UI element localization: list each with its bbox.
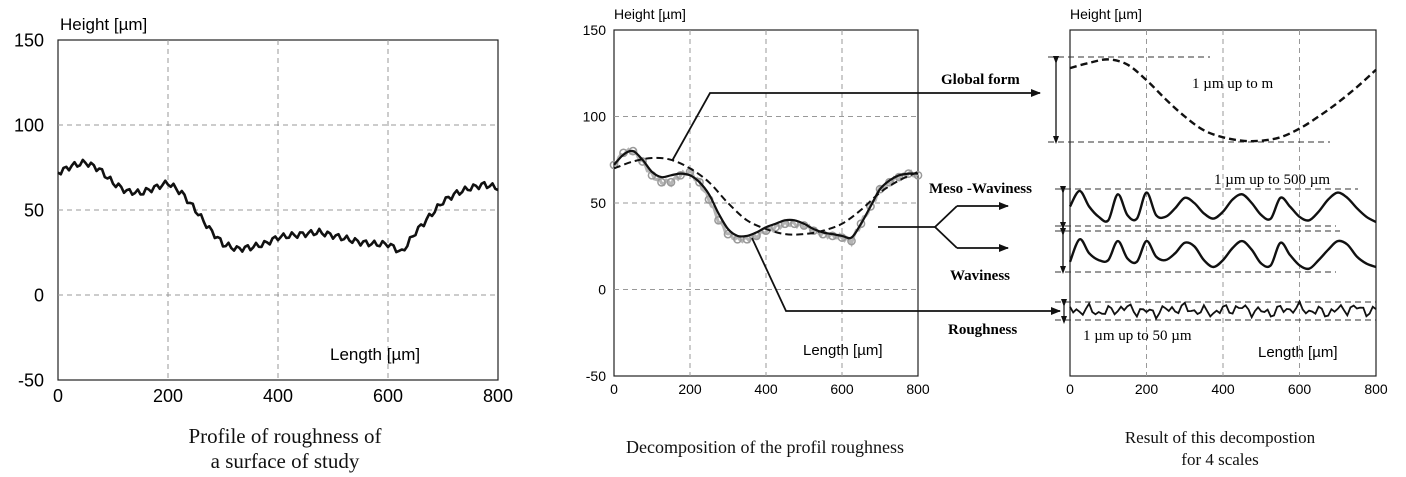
raw-profile-marker [657, 177, 666, 187]
x-tick-label: 200 [1135, 381, 1159, 397]
p3-y-axis-label: Height [µm] [1070, 6, 1142, 22]
label-global-form: Global form [941, 72, 1020, 88]
waviness-curve [1068, 238, 1377, 271]
x-tick-label: 600 [830, 381, 854, 397]
raw-profile-marker [676, 170, 685, 180]
caption-panel-3-line-1: Result of this decompostion [1124, 428, 1316, 447]
arrow-global-form [671, 89, 1041, 162]
x-tick-label: 400 [754, 381, 778, 397]
y-tick-label: 100 [14, 115, 44, 135]
y-tick-label: 150 [14, 30, 44, 50]
x-tick-label: 600 [373, 386, 403, 406]
caption-panel-2: Decomposition of the profil roughness [560, 436, 970, 458]
caption-panel-3: Result of this decompostion for 4 scales [1060, 427, 1380, 471]
x-tick-label: 400 [263, 386, 293, 406]
raw-profile-marker [638, 157, 647, 166]
x-tick-label: 200 [678, 381, 702, 397]
p1-series [57, 158, 499, 254]
p2-x-ticks: 0 200 400 600 800 [610, 381, 930, 397]
panel-1: 150 100 50 0 -50 0 200 400 600 800 Height [µm] L… [14, 15, 513, 406]
global-form-line [613, 156, 919, 236]
p3-x-ticks: 0 200 400 600 800 [1066, 381, 1388, 397]
p3-x-axis-label: Length [µm] [1258, 344, 1338, 361]
profile-line [57, 158, 499, 254]
global-form-curve [1069, 58, 1377, 143]
raw-profile-marker [666, 177, 676, 187]
raw-profile-marker [609, 160, 619, 170]
x-tick-label: 600 [1288, 381, 1312, 397]
label-roughness: Roughness [948, 322, 1017, 338]
x-tick-label: 0 [610, 381, 618, 397]
y-tick-label: -50 [586, 368, 606, 384]
x-tick-label: 200 [153, 386, 183, 406]
meso-waviness-curve [1068, 189, 1377, 224]
p2-series [609, 146, 923, 248]
arrow-waviness [934, 226, 958, 249]
caption-panel-1-line-2: a surface of study [210, 449, 360, 473]
y-tick-label: 0 [598, 281, 606, 297]
roughness-curve [1069, 299, 1377, 321]
p1-x-axis-label: Length [µm] [330, 345, 420, 364]
x-tick-label: 0 [1066, 381, 1074, 397]
y-tick-label: 150 [583, 22, 607, 38]
raw-profile-marker [866, 202, 875, 211]
x-tick-label: 800 [1364, 381, 1388, 397]
scale-label-global: 1 µm up to m [1192, 76, 1273, 92]
p1-y-axis-label: Height [µm] [60, 15, 147, 34]
caption-panel-1-line-1: Profile of roughness of [188, 424, 382, 448]
caption-panel-1: Profile of roughness of a surface of stu… [80, 424, 490, 474]
raw-profile-marker [695, 177, 704, 187]
p3-series [1068, 58, 1377, 321]
raw-profile-marker [856, 219, 866, 229]
caption-panel-3-line-2: for 4 scales [1181, 450, 1259, 469]
p1-grid [58, 40, 498, 380]
x-tick-label: 800 [483, 386, 513, 406]
scale-label-waviness: 1 µm up to 500 µm [1214, 172, 1330, 188]
x-tick-label: 400 [1211, 381, 1235, 397]
label-meso-waviness: Meso -Waviness [929, 181, 1032, 197]
y-tick-label: 100 [583, 108, 607, 124]
x-tick-label: 800 [906, 381, 930, 397]
p3-grid [1146, 30, 1300, 376]
p1-y-ticks: 150 100 50 0 -50 [14, 30, 44, 390]
p2-y-axis-label: Height [µm] [614, 6, 686, 22]
y-tick-label: 50 [590, 195, 606, 211]
p3-reference-lines [1048, 56, 1376, 321]
arrow-roughness [751, 237, 1061, 315]
y-tick-label: 0 [34, 285, 44, 305]
x-tick-label: 0 [53, 386, 63, 406]
panel-3: 0 200 400 600 800 Height [µm] Length [µm] 1 … [1048, 6, 1388, 397]
raw-profile-marker [913, 170, 923, 180]
scale-label-roughness: 1 µm up to 50 µm [1083, 328, 1192, 344]
y-tick-label: -50 [18, 370, 44, 390]
waviness-line [613, 149, 919, 240]
p2-y-ticks: 150 100 50 0 -50 [583, 22, 607, 384]
y-tick-label: 50 [24, 200, 44, 220]
caption-panel-2-line-1: Decomposition of the profil roughness [626, 437, 904, 457]
label-waviness: Waviness [950, 268, 1010, 284]
p1-x-ticks: 0 200 400 600 800 [53, 386, 513, 406]
p2-x-axis-label: Length [µm] [803, 342, 883, 359]
arrow-meso-waviness [934, 205, 958, 228]
